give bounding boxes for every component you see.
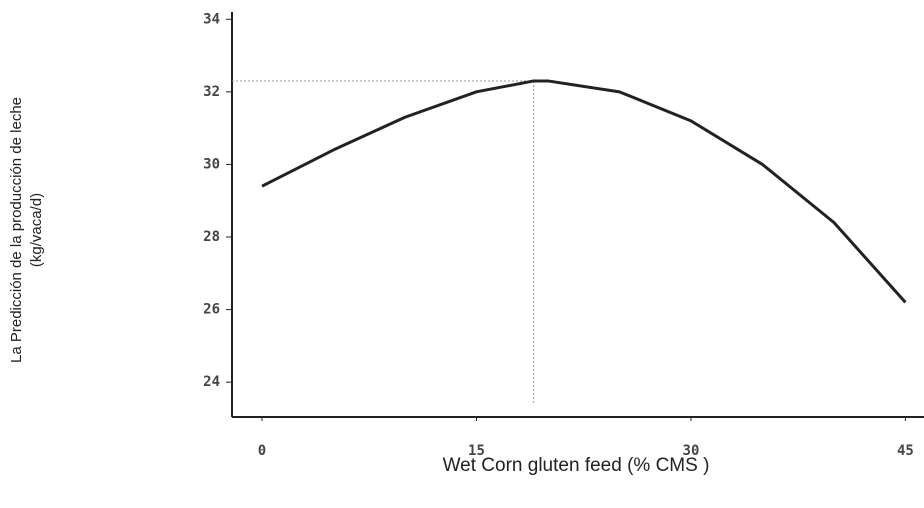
y-tick-label: 34 [203, 11, 220, 27]
y-axis-label: La Predicción de la producción de leche [8, 97, 25, 363]
y-tick-label: 30 [203, 156, 220, 172]
y-axis-label: (kg/vaca/d) [28, 193, 45, 267]
x-tick-label: 15 [468, 443, 485, 459]
x-tick-label: 30 [683, 443, 700, 459]
x-tick-label: 45 [897, 443, 914, 459]
y-tick-label: 26 [203, 302, 220, 318]
x-axis-label: Wet Corn gluten feed (% CMS ) [443, 455, 710, 476]
x-tick-label: 0 [258, 443, 266, 459]
line [261, 79, 907, 304]
y-tick-label: 24 [203, 374, 220, 390]
y-tick-label: 28 [203, 229, 220, 245]
y-tick-label: 32 [203, 84, 220, 100]
